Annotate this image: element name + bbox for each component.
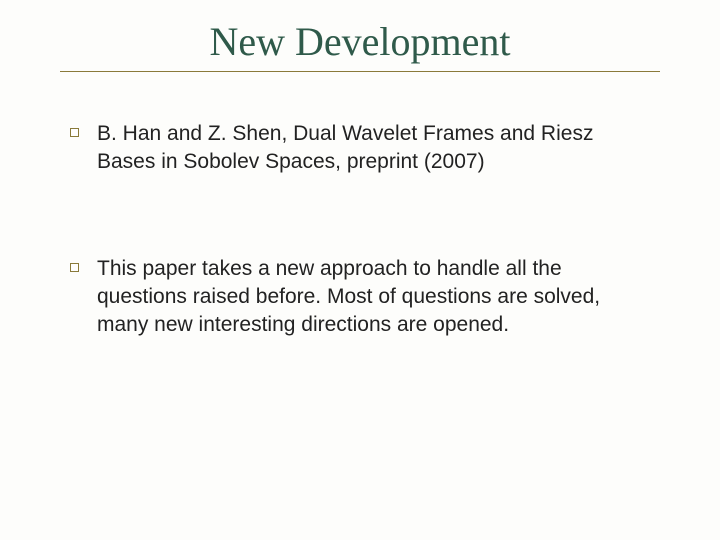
title-container: New Development	[60, 18, 660, 72]
slide: New Development B. Han and Z. Shen, Dual…	[0, 0, 720, 540]
bullet-text: This paper takes a new approach to handl…	[97, 255, 650, 340]
slide-title: New Development	[60, 18, 660, 65]
square-bullet-icon	[70, 263, 79, 272]
list-item: B. Han and Z. Shen, Dual Wavelet Frames …	[70, 120, 650, 177]
bullet-text: B. Han and Z. Shen, Dual Wavelet Frames …	[97, 120, 650, 177]
slide-body: B. Han and Z. Shen, Dual Wavelet Frames …	[70, 120, 650, 340]
square-bullet-icon	[70, 128, 79, 137]
list-item: This paper takes a new approach to handl…	[70, 255, 650, 340]
